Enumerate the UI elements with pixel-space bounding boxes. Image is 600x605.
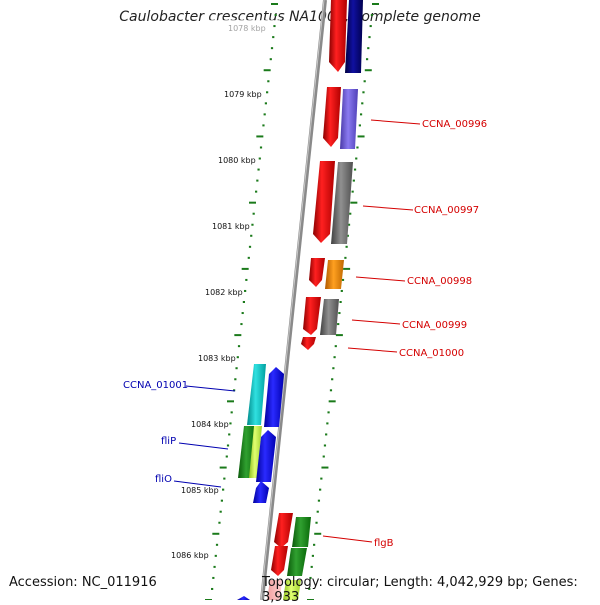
gene-arrow[interactable] (287, 548, 307, 576)
genome-backbone-highlight (260, 0, 325, 600)
gene-arrow[interactable] (274, 513, 293, 548)
gene-arrow[interactable] (320, 299, 339, 335)
gene-label-ccna-01001[interactable]: CCNA_01001 (123, 380, 188, 391)
gene-arrow[interactable] (345, 0, 363, 73)
gene-label-flio[interactable]: fliO (155, 474, 172, 485)
genome-summary-text: Topology: circular; Length: 4,042,929 bp… (262, 575, 578, 605)
gene-arrow[interactable] (301, 337, 316, 350)
gene-label-ccna-00998[interactable]: CCNA_00998 (407, 276, 472, 287)
scale-label-1081: 1081 kbp (212, 222, 250, 231)
gene-label-flip[interactable]: fliP (161, 436, 176, 447)
forward-strand-genes (267, 0, 363, 600)
gene-arrow[interactable] (292, 517, 311, 547)
gene-arrow[interactable] (313, 161, 335, 243)
gene-arrow[interactable] (249, 426, 262, 478)
gene-arrow[interactable] (303, 297, 321, 335)
gene-arrow[interactable] (247, 364, 266, 425)
accession-text: Accession: NC_011916 (9, 575, 157, 590)
gene-label-ccna-00996[interactable]: CCNA_00996 (422, 119, 487, 130)
genome-backbone (260, 0, 327, 600)
gene-arrow[interactable] (283, 580, 301, 600)
gene-label-ccna-01000[interactable]: CCNA_01000 (399, 348, 464, 359)
gene-arrow[interactable] (309, 258, 325, 287)
gene-arrow[interactable] (325, 260, 344, 289)
scale-label-1080: 1080 kbp (218, 156, 256, 165)
scale-label-1086: 1086 kbp (171, 551, 209, 560)
scale-label-1078: 1078 kbp (228, 24, 266, 33)
gene-arrow[interactable] (331, 162, 353, 244)
gene-arrow[interactable] (237, 596, 250, 600)
reverse-strand-genes (237, 364, 284, 600)
gene-arrow[interactable] (323, 87, 341, 147)
gene-label-flgb[interactable]: flgB (374, 538, 394, 549)
scale-label-1079: 1079 kbp (224, 90, 262, 99)
scale-fade-band (200, 20, 280, 34)
gene-arrow[interactable] (329, 0, 347, 72)
gene-arrow[interactable] (264, 367, 284, 427)
gene-label-ccna-00997[interactable]: CCNA_00997 (414, 205, 479, 216)
gene-arrow[interactable] (271, 546, 288, 576)
label-leaders (173, 119, 421, 543)
gene-arrow[interactable] (267, 580, 282, 600)
scale-label-1084: 1084 kbp (191, 420, 229, 429)
scale-label-1082: 1082 kbp (205, 288, 243, 297)
gene-arrow[interactable] (256, 430, 276, 482)
scale-label-1085: 1085 kbp (181, 486, 219, 495)
gene-label-ccna-00999[interactable]: CCNA_00999 (402, 320, 467, 331)
tick-tracks (205, 3, 379, 600)
gene-arrow[interactable] (340, 89, 358, 149)
gene-arrow[interactable] (253, 481, 269, 503)
scale-label-1083: 1083 kbp (198, 354, 236, 363)
